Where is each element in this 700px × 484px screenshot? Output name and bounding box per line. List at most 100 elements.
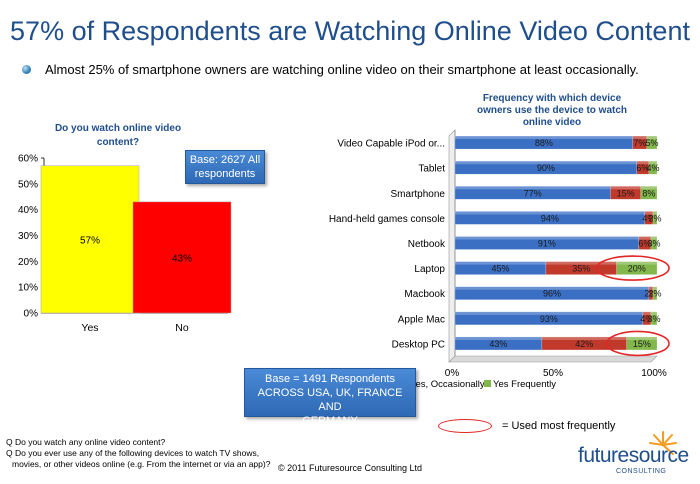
right-bar-label-yes-occasionally-apple-mac: 4% xyxy=(640,314,653,324)
right-bar-label-yes-frequently-hand-held-games-console: 2% xyxy=(648,213,661,223)
highlight-ellipse-1 xyxy=(605,330,670,357)
right-bar-shine xyxy=(455,211,645,215)
starburst-icon xyxy=(649,431,677,455)
left-bar-label-no: 43% xyxy=(172,253,192,264)
legend-label-frequently: Yes Frequently xyxy=(493,379,556,390)
right-bar-label-yes-frequently-smartphone: 8% xyxy=(642,188,655,198)
right-bar-shine xyxy=(632,136,647,140)
right-bar-label-no-smartphone: 77% xyxy=(524,188,542,198)
right-x-tick-label: 50% xyxy=(543,368,563,379)
right-bar-shine xyxy=(652,286,657,290)
right-bar-label-no-macbook: 96% xyxy=(543,289,561,299)
legend-swatch-frequently xyxy=(484,380,491,387)
right-bar-label-no-laptop: 45% xyxy=(491,264,509,274)
logo-sub: CONSULTING xyxy=(616,468,667,475)
right-bar-label-yes-occasionally-tablet: 6% xyxy=(636,163,649,173)
right-bar-yes-frequently-smartphone xyxy=(640,186,658,200)
left-x-tick-label-yes: Yes xyxy=(81,322,98,334)
left-chart-title-1: Do you watch online video xyxy=(55,123,181,134)
left-y-tick-label: 10% xyxy=(18,283,38,294)
right-stacked-bar-chart: Video Capable iPod or... 88% 7% 5% Tablet 90%… xyxy=(329,129,670,379)
right-bar-yes-frequently-netbook xyxy=(650,236,658,250)
right-bar-label-yes-occasionally-smartphone: 15% xyxy=(617,188,635,198)
right-bar-yes-frequently-video-capable-ipod-or xyxy=(646,135,658,150)
right-bar-shine xyxy=(455,286,649,290)
right-category-label-tablet: Tablet xyxy=(418,164,445,175)
footnote: Q Do you watch any online video content?… xyxy=(6,437,270,470)
right-bar-shine xyxy=(636,161,649,165)
red-ellipse-icon xyxy=(438,419,492,433)
right-side-wall xyxy=(448,129,456,363)
left-y-tick-label: 50% xyxy=(18,179,38,190)
right-bar-yes-occasionally-smartphone xyxy=(610,186,642,200)
right-bar-label-yes-occasionally-laptop: 35% xyxy=(572,264,590,274)
left-bar-chart: 0% 10% 20% 30% 40% 50% 60% 57% Yes 43% No xyxy=(18,154,232,334)
right-bar-yes-frequently-hand-held-games-console xyxy=(652,211,658,225)
right-category-label-apple-mac: Apple Mac xyxy=(398,314,445,325)
logo-word: futuresource xyxy=(578,444,689,467)
right-bar-label-yes-frequently-macbook: 2% xyxy=(648,289,661,299)
right-category-label-laptop: Laptop xyxy=(414,264,445,275)
footnote-line-1: Q Do you watch any online video content? xyxy=(6,437,166,447)
right-category-label-macbook: Macbook xyxy=(404,289,446,300)
futuresource-logo: futuresource CONSULTING xyxy=(578,430,690,476)
right-bar-label-yes-frequently-tablet: 4% xyxy=(646,163,659,173)
right-bar-label-no-apple-mac: 93% xyxy=(540,314,558,324)
right-category-label-desktop-pc: Desktop PC xyxy=(392,339,445,350)
right-bar-yes-occasionally-macbook xyxy=(648,286,654,300)
right-bar-label-no-tablet: 90% xyxy=(537,163,555,173)
page-title: 57% of Respondents are Watching Online V… xyxy=(10,16,690,46)
right-category-label-video-capable-ipod-or: Video Capable iPod or... xyxy=(337,139,445,150)
right-bar-label-yes-occasionally-desktop-pc: 42% xyxy=(575,339,593,349)
right-bar-label-yes-occasionally-netbook: 6% xyxy=(638,239,651,249)
right-base-callout: Base = 1491 Respondents ACROSS USA, UK, … xyxy=(244,368,416,427)
right-bar-label-yes-occasionally-macbook: 2% xyxy=(644,289,657,299)
right-bar-shine xyxy=(610,186,641,190)
right-bar-shine xyxy=(646,136,657,140)
right-bar-label-yes-frequently-desktop-pc: 15% xyxy=(633,339,651,349)
right-bar-shine xyxy=(455,136,633,140)
left-x-tick-label-no: No xyxy=(175,322,189,334)
right-chart-title-3: online video xyxy=(523,117,581,128)
right-bar-shine xyxy=(455,311,643,315)
right-bar-shine xyxy=(648,161,657,165)
right-bar-shine xyxy=(648,286,653,290)
right-chart-title-1: Frequency with which device xyxy=(483,93,622,104)
bullet-point: Almost 25% of smartphone owners are watc… xyxy=(22,62,639,77)
right-bar-shine xyxy=(455,236,639,240)
left-y-tick-label: 0% xyxy=(24,309,39,320)
right-bar-shine xyxy=(455,186,611,190)
right-bar-shine xyxy=(455,161,637,165)
right-bar-yes-frequently-macbook xyxy=(652,286,658,300)
left-y-tick-label: 20% xyxy=(18,257,38,268)
right-bar-shine xyxy=(455,261,546,265)
right-bar-label-yes-frequently-laptop: 20% xyxy=(628,264,646,274)
left-bar-yes xyxy=(40,165,140,314)
right-bar-shine xyxy=(616,261,657,265)
right-floor xyxy=(448,355,658,363)
right-callout-line-2: ACROSS USA, UK, FRANCE AND xyxy=(257,387,403,413)
right-bar-label-no-netbook: 91% xyxy=(538,239,556,249)
highlight-ellipse-0 xyxy=(595,255,670,281)
copyright: © 2011 Futuresource Consulting Ltd xyxy=(278,463,423,473)
used-most-legend: = Used most frequently xyxy=(438,419,615,433)
left-base-callout: Base: 2627 All respondents xyxy=(185,150,265,184)
right-bar-shine xyxy=(642,311,651,315)
right-bar-yes-occasionally-desktop-pc xyxy=(541,336,627,351)
right-bar-shine xyxy=(650,236,657,240)
right-bar-shine xyxy=(644,211,653,215)
left-callout-line-2: respondents xyxy=(194,168,256,180)
left-y-tick-label: 60% xyxy=(18,154,38,165)
bullet-icon xyxy=(22,65,31,74)
right-category-label-hand-held-games-console: Hand-held games console xyxy=(329,214,446,225)
right-bar-label-yes-occasionally-hand-held-games-console: 4% xyxy=(642,213,655,223)
left-bar-label-yes: 57% xyxy=(80,235,100,246)
right-bar-label-yes-frequently-apple-mac: 3% xyxy=(647,314,660,324)
right-bar-shine xyxy=(626,336,657,340)
left-callout-line-1: Base: 2627 All xyxy=(189,154,261,166)
left-y-tick-label: 30% xyxy=(18,231,38,242)
bullet-text: Almost 25% of smartphone owners are watc… xyxy=(45,62,639,77)
right-bar-shine xyxy=(545,261,617,265)
right-bar-label-yes-frequently-video-capable-ipod-or: 5% xyxy=(645,138,658,148)
